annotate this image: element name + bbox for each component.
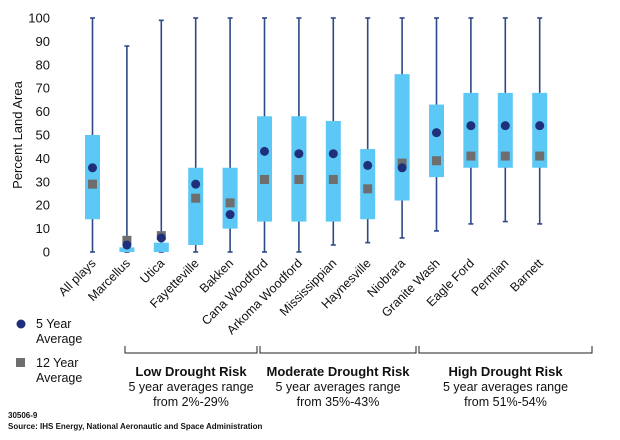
five-year-average-point (156, 233, 166, 243)
five-year-average-point (328, 149, 338, 159)
twelve-year-average-point (191, 193, 201, 203)
twelve-year-average-point (225, 198, 235, 208)
legend-five-year-marker (16, 319, 26, 329)
five-year-average-point (397, 163, 407, 173)
group-title: High Drought Risk (448, 364, 563, 379)
twelve-year-average-point (88, 179, 97, 189)
group-bracket (259, 346, 417, 354)
y-tick-label: 0 (43, 245, 50, 260)
box-iqr (153, 242, 169, 252)
box-iqr (325, 120, 341, 222)
figure-code: 30506-9 (8, 411, 38, 420)
legend-twelve-year-label-line2: Average (36, 371, 82, 385)
five-year-average-point (122, 240, 132, 250)
legend-twelve-year-marker (16, 358, 25, 367)
twelve-year-average-point (328, 174, 338, 184)
box-iqr (532, 92, 548, 168)
five-year-average-point (432, 128, 441, 138)
box-iqr (394, 74, 410, 201)
twelve-year-average-point (122, 235, 132, 245)
group-bracket (124, 346, 258, 354)
legend-five-year-label-line1: 5 Year (36, 317, 71, 331)
box-iqr (222, 167, 238, 229)
twelve-year-average-point (294, 174, 304, 184)
twelve-year-average-point (432, 156, 441, 166)
box-iqr (429, 104, 444, 178)
five-year-average-point (466, 121, 476, 131)
twelve-year-average-point (260, 174, 269, 184)
five-year-average-point (88, 163, 97, 173)
legend: 5 Year Average 12 Year Average (16, 317, 82, 385)
twelve-year-average-point (363, 184, 373, 194)
twelve-year-average-point (397, 158, 407, 168)
twelve-year-average-point (466, 151, 476, 161)
group-title: Low Drought Risk (135, 364, 247, 379)
five-year-average-point (500, 121, 510, 131)
box-iqr (291, 116, 307, 222)
source-note: Source: IHS Energy, National Aeronautic … (8, 422, 263, 431)
group-range-line: 5 year averages range (443, 380, 568, 394)
box-iqr (463, 92, 479, 168)
group-range-values: from 51%-54% (464, 395, 547, 409)
box-iqr (360, 149, 376, 220)
plot-area (85, 17, 548, 253)
five-year-average-point (294, 149, 304, 159)
box-iqr (188, 167, 204, 245)
category-label: Permian (469, 256, 512, 299)
box-iqr (119, 247, 135, 252)
five-year-average-point (535, 121, 545, 131)
five-year-average-point (225, 210, 235, 220)
group-title: Moderate Drought Risk (266, 364, 410, 379)
group-range-line: 5 year averages range (128, 380, 253, 394)
y-tick-label: 80 (36, 57, 50, 72)
five-year-average-point (260, 146, 269, 156)
twelve-year-average-point (500, 151, 510, 161)
y-tick-label: 10 (36, 221, 50, 236)
five-year-average-point (191, 179, 201, 189)
legend-five-year-label-line2: Average (36, 332, 82, 346)
y-tick-label: 100 (28, 11, 50, 26)
group-range-values: from 35%-43% (297, 395, 380, 409)
group-range-line: 5 year averages range (275, 380, 400, 394)
box-iqr (497, 92, 513, 168)
y-tick-label: 90 (36, 34, 50, 49)
legend-twelve-year-label-line1: 12 Year (36, 356, 78, 370)
y-axis: 0 10 20 30 40 50 60 70 80 90 100 (28, 11, 50, 260)
box-iqr (85, 135, 100, 220)
y-axis-title: Percent Land Area (10, 80, 25, 188)
five-year-average-point (363, 160, 373, 170)
box-iqr (257, 116, 272, 222)
group-range-values: from 2%-29% (153, 395, 229, 409)
group-bracket (418, 346, 593, 354)
y-tick-label: 50 (36, 128, 50, 143)
twelve-year-average-point (535, 151, 545, 161)
category-label: Utica (137, 256, 167, 286)
category-label: Barnett (507, 256, 546, 295)
y-tick-label: 70 (36, 81, 50, 96)
y-tick-label: 40 (36, 151, 50, 166)
y-tick-label: 60 (36, 104, 50, 119)
y-tick-label: 20 (36, 198, 50, 213)
y-tick-label: 30 (36, 174, 50, 189)
